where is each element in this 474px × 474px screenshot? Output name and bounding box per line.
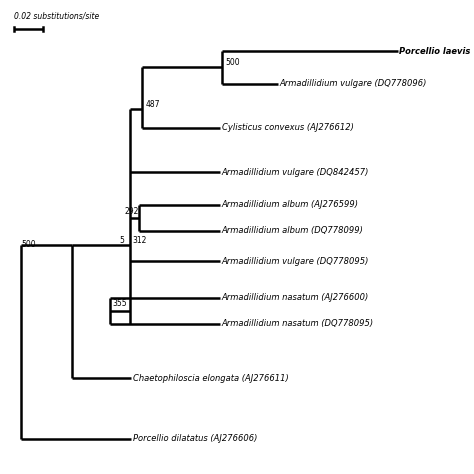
Text: 5: 5 xyxy=(119,236,124,245)
Text: Armadillidium nasatum (AJ276600): Armadillidium nasatum (AJ276600) xyxy=(222,293,369,302)
Text: Porcellio laevis: Porcellio laevis xyxy=(400,47,471,56)
Text: 0.02 substitutions/site: 0.02 substitutions/site xyxy=(14,12,99,21)
Text: Armadillidium album (DQ778099): Armadillidium album (DQ778099) xyxy=(222,227,364,236)
Text: 312: 312 xyxy=(132,236,146,245)
Text: Cylisticus convexus (AJ276612): Cylisticus convexus (AJ276612) xyxy=(222,123,354,132)
Text: 500: 500 xyxy=(22,240,36,249)
Text: Porcellio dilatatus (AJ276606): Porcellio dilatatus (AJ276606) xyxy=(133,434,257,443)
Text: 355: 355 xyxy=(112,300,127,309)
Text: Chaetophiloscia elongata (AJ276611): Chaetophiloscia elongata (AJ276611) xyxy=(133,374,289,383)
Text: 292: 292 xyxy=(125,207,139,216)
Text: Armadillidium vulgare (DQ778096): Armadillidium vulgare (DQ778096) xyxy=(280,79,427,88)
Text: Armadillidium album (AJ276599): Armadillidium album (AJ276599) xyxy=(222,200,359,209)
Text: 487: 487 xyxy=(146,100,160,109)
Text: 500: 500 xyxy=(226,58,240,67)
Text: Armadillidium vulgare (DQ778095): Armadillidium vulgare (DQ778095) xyxy=(222,257,369,266)
Text: Armadillidium nasatum (DQ778095): Armadillidium nasatum (DQ778095) xyxy=(222,319,374,328)
Text: Armadillidium vulgare (DQ842457): Armadillidium vulgare (DQ842457) xyxy=(222,168,369,177)
